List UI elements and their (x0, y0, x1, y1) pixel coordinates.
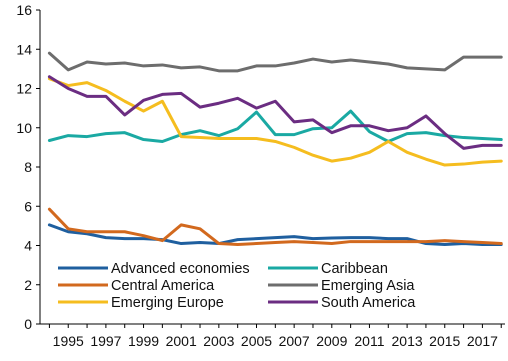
chart-series-group (47, 51, 503, 247)
y-tick-label: 12 (16, 81, 32, 97)
y-tick-label: 4 (24, 238, 32, 254)
y-tick-label: 10 (16, 120, 32, 136)
series-line-advanced-economies (47, 223, 503, 247)
series-line-emerging-europe (47, 77, 503, 167)
x-tick-label: 2001 (166, 333, 197, 349)
legend-label: Central America (111, 278, 215, 294)
legend-label: Caribbean (321, 261, 388, 277)
x-tick-label: 2011 (354, 333, 384, 349)
y-tick-label: 2 (24, 277, 32, 293)
y-tick-label: 14 (16, 41, 32, 57)
series-line-south-america (47, 75, 503, 150)
x-tick-label: 2009 (316, 333, 347, 349)
x-tick-label: 2007 (279, 333, 310, 349)
legend-item-south-america: South America (268, 295, 416, 311)
legend-item-emerging-europe: Emerging Europe (58, 295, 224, 311)
legend-label: Emerging Europe (111, 295, 224, 311)
legend-item-emerging-asia: Emerging Asia (268, 278, 415, 294)
x-tick-label: 2005 (241, 333, 272, 349)
legend-item-caribbean: Caribbean (268, 261, 388, 277)
legend-label: Advanced economies (111, 261, 250, 277)
legend-item-central-america: Central America (58, 278, 215, 294)
chart-legend: Advanced economies Caribbean Central Ameri… (58, 261, 416, 311)
y-tick-label: 8 (24, 159, 32, 175)
chart-axes: 0 2 4 6 8 10 12 14 16 1995 1997 1999 2001 2003 2005 200… (16, 2, 505, 349)
series-line-emerging-asia (47, 51, 503, 73)
legend-label: South America (321, 295, 416, 311)
x-tick-label: 2003 (203, 333, 234, 349)
legend-item-advanced-economies: Advanced economies (58, 261, 250, 277)
x-tick-label: 1997 (90, 333, 121, 349)
series-line-caribbean (47, 109, 503, 143)
x-tick-label: 2015 (429, 333, 460, 349)
series-line-central-america (47, 207, 503, 247)
legend-label: Emerging Asia (321, 278, 415, 294)
x-tick-label: 1995 (53, 333, 84, 349)
x-tick-label: 2013 (392, 333, 423, 349)
y-tick-label: 6 (24, 198, 32, 214)
y-tick-label: 16 (16, 2, 32, 18)
x-tick-label: 1999 (128, 333, 159, 349)
y-tick-label: 0 (24, 316, 32, 332)
x-tick-label: 2017 (467, 333, 498, 349)
